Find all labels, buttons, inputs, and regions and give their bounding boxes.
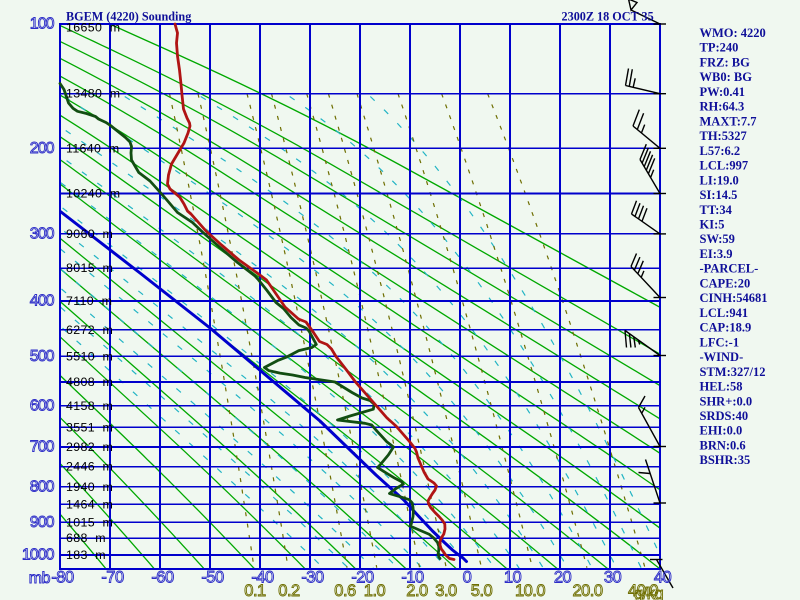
svg-text:-10: -10 bbox=[401, 569, 424, 587]
svg-text:40.0: 40.0 bbox=[628, 582, 658, 600]
svg-text:LI:19.0: LI:19.0 bbox=[700, 173, 739, 187]
svg-text:BRN:0.6: BRN:0.6 bbox=[700, 438, 746, 452]
svg-text:-20: -20 bbox=[351, 569, 374, 587]
svg-text:WMO: 4220: WMO: 4220 bbox=[700, 26, 766, 40]
svg-text:400: 400 bbox=[30, 293, 55, 310]
svg-text:2446 m: 2446 m bbox=[66, 460, 113, 474]
svg-text:1.0: 1.0 bbox=[364, 582, 386, 600]
svg-text:-PARCEL-: -PARCEL- bbox=[700, 262, 759, 276]
svg-text:10: 10 bbox=[504, 569, 522, 587]
svg-text:L57:6.2: L57:6.2 bbox=[700, 144, 741, 158]
svg-text:0.2: 0.2 bbox=[278, 582, 300, 600]
svg-text:7110 m: 7110 m bbox=[66, 294, 112, 308]
svg-text:TP:240: TP:240 bbox=[700, 41, 739, 55]
svg-text:8015 m: 8015 m bbox=[66, 261, 113, 275]
svg-text:4158 m: 4158 m bbox=[66, 399, 113, 413]
svg-text:-30: -30 bbox=[301, 569, 324, 587]
svg-text:2982 m: 2982 m bbox=[66, 440, 113, 454]
svg-text:30: 30 bbox=[604, 569, 622, 587]
svg-text:0.1: 0.1 bbox=[244, 582, 266, 600]
svg-text:700: 700 bbox=[30, 439, 55, 456]
svg-text:SI:14.5: SI:14.5 bbox=[700, 188, 738, 202]
svg-text:6272 m: 6272 m bbox=[66, 323, 113, 337]
svg-text:STM:327/12: STM:327/12 bbox=[700, 365, 766, 379]
svg-text:-60: -60 bbox=[151, 569, 174, 587]
svg-text:BSHR:35: BSHR:35 bbox=[700, 453, 751, 467]
svg-text:183 m: 183 m bbox=[66, 548, 106, 562]
svg-text:20: 20 bbox=[554, 569, 572, 587]
svg-text:-WIND-: -WIND- bbox=[700, 350, 744, 364]
svg-text:BGEM (4220) Sounding: BGEM (4220) Sounding bbox=[66, 10, 191, 24]
svg-text:2300Z 18 OCT 35: 2300Z 18 OCT 35 bbox=[562, 10, 654, 24]
svg-text:100: 100 bbox=[30, 16, 55, 33]
svg-text:800: 800 bbox=[30, 478, 55, 495]
svg-text:LCL:997: LCL:997 bbox=[700, 159, 749, 173]
svg-text:LCL:941: LCL:941 bbox=[700, 306, 749, 320]
svg-text:5510 m: 5510 m bbox=[66, 349, 113, 363]
svg-text:1940 m: 1940 m bbox=[66, 480, 113, 494]
svg-text:1015 m: 1015 m bbox=[66, 515, 113, 529]
svg-text:20.0: 20.0 bbox=[572, 582, 602, 600]
svg-text:mb: mb bbox=[29, 570, 51, 587]
svg-text:16650 m: 16650 m bbox=[66, 21, 120, 35]
svg-text:-40: -40 bbox=[251, 569, 274, 587]
svg-text:4808 m: 4808 m bbox=[66, 375, 113, 389]
svg-text:10240 m: 10240 m bbox=[66, 187, 120, 201]
svg-text:SRDS:40: SRDS:40 bbox=[700, 409, 749, 423]
svg-text:MAXT:7.7: MAXT:7.7 bbox=[700, 114, 757, 128]
svg-text:CAPE:20: CAPE:20 bbox=[700, 276, 751, 290]
svg-text:SW:59: SW:59 bbox=[700, 232, 735, 246]
svg-text:WB0: BG: WB0: BG bbox=[700, 70, 753, 84]
svg-text:-70: -70 bbox=[101, 569, 124, 587]
svg-text:900: 900 bbox=[30, 514, 55, 531]
svg-text:40: 40 bbox=[654, 569, 672, 587]
svg-text:FRZ: BG: FRZ: BG bbox=[700, 55, 751, 69]
svg-text:1464 m: 1464 m bbox=[66, 497, 113, 511]
svg-text:3551 m: 3551 m bbox=[66, 420, 113, 434]
svg-text:TH:5327: TH:5327 bbox=[700, 129, 747, 143]
svg-text:300: 300 bbox=[30, 225, 55, 242]
svg-text:CINH:54681: CINH:54681 bbox=[700, 291, 768, 305]
svg-text:-50: -50 bbox=[201, 569, 224, 587]
svg-text:600: 600 bbox=[30, 397, 55, 414]
svg-text:EHI:0.0: EHI:0.0 bbox=[700, 424, 743, 438]
svg-text:500: 500 bbox=[30, 348, 55, 365]
svg-text:5.0: 5.0 bbox=[471, 582, 493, 600]
svg-text:688 m: 688 m bbox=[66, 531, 106, 545]
svg-text:KI:5: KI:5 bbox=[700, 217, 725, 231]
svg-text:CAP:18.9: CAP:18.9 bbox=[700, 321, 752, 335]
svg-text:9060 m: 9060 m bbox=[66, 227, 113, 241]
svg-text:RH:64.3: RH:64.3 bbox=[700, 100, 745, 114]
svg-text:-80: -80 bbox=[51, 569, 74, 587]
svg-text:0.6: 0.6 bbox=[334, 582, 356, 600]
svg-text:0: 0 bbox=[463, 569, 472, 587]
svg-text:PW:0.41: PW:0.41 bbox=[700, 85, 745, 99]
svg-text:LFC:-1: LFC:-1 bbox=[700, 335, 740, 349]
svg-text:10.0: 10.0 bbox=[515, 582, 545, 600]
svg-text:SHR+:0.0: SHR+:0.0 bbox=[700, 394, 753, 408]
svg-text:EI:3.9: EI:3.9 bbox=[700, 247, 733, 261]
svg-text:2.0: 2.0 bbox=[406, 582, 428, 600]
svg-text:HEL:58: HEL:58 bbox=[700, 380, 743, 394]
svg-text:1000: 1000 bbox=[22, 547, 55, 564]
svg-text:13480 m: 13480 m bbox=[66, 87, 120, 101]
svg-text:g/kg: g/kg bbox=[634, 585, 664, 600]
svg-text:TT:34: TT:34 bbox=[700, 203, 733, 217]
svg-text:200: 200 bbox=[30, 140, 55, 157]
svg-text:11640 m: 11640 m bbox=[66, 141, 120, 155]
svg-text:3.0: 3.0 bbox=[435, 582, 457, 600]
